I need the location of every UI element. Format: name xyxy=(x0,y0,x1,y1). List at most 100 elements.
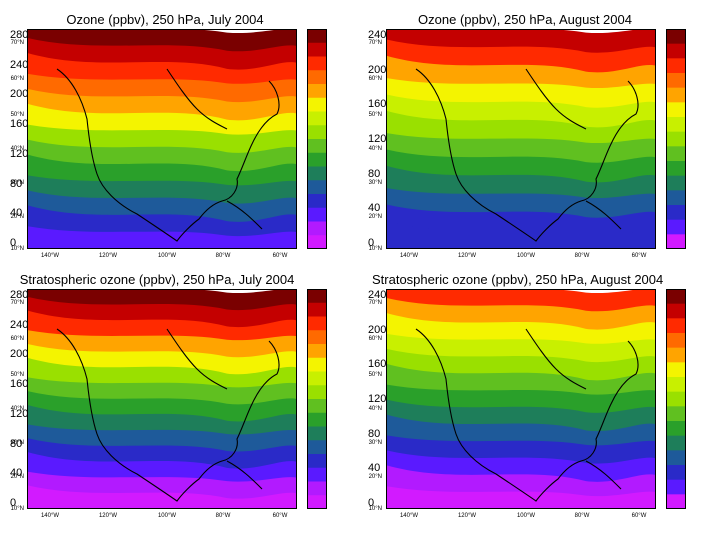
colorbar-swatch xyxy=(307,221,327,236)
lon-label: 100°W xyxy=(157,513,177,519)
map-frame xyxy=(386,289,656,509)
colorbar-tick-label: 160 xyxy=(10,378,29,391)
lon-label: 120°W xyxy=(457,513,477,519)
lat-label: 40°N xyxy=(368,406,382,412)
contour-band xyxy=(386,133,656,164)
contour-band xyxy=(27,330,297,358)
lat-label: 30°N xyxy=(368,440,382,446)
ozone-map xyxy=(386,29,656,249)
ozone-map xyxy=(27,29,297,249)
colorbar-swatch xyxy=(307,495,327,509)
lat-label: 70°N xyxy=(368,300,382,306)
colorbar-swatch xyxy=(666,318,686,334)
panel-strat-ozone-july: Stratospheric ozone (ppbv), 250 hPa, Jul… xyxy=(10,272,355,522)
lat-label: 70°N xyxy=(10,300,24,306)
panel-ozone-august: Ozone (ppbv), 250 hPa, August 2004 70°N … xyxy=(368,12,713,262)
colorbar-swatch xyxy=(307,29,327,44)
lat-label: 60°N xyxy=(10,76,24,82)
ozone-map xyxy=(27,289,297,509)
lat-label: 60°N xyxy=(368,336,382,342)
colorbar-swatch xyxy=(307,357,327,372)
panel-strat-ozone-august: Stratospheric ozone (ppbv), 250 hPa, Aug… xyxy=(368,272,713,522)
contour-band xyxy=(27,485,297,509)
contour-band xyxy=(386,94,656,129)
lat-label: 70°N xyxy=(10,40,24,46)
colorbar-swatch xyxy=(307,481,327,496)
lat-label: 20°N xyxy=(10,214,24,220)
colorbar-tick-label: 0 xyxy=(368,237,375,249)
contour-band xyxy=(386,333,656,363)
colorbar-tick-label: 160 xyxy=(10,118,29,131)
colorbar-swatch xyxy=(666,117,686,133)
coastline xyxy=(415,328,639,502)
contour-band xyxy=(386,149,656,184)
lon-label: 60°W xyxy=(272,253,288,259)
colorbar-swatch xyxy=(307,385,327,400)
colorbar-swatch xyxy=(307,235,327,249)
lon-label: 80°W xyxy=(215,253,231,259)
contour-band xyxy=(386,384,656,414)
contour-band xyxy=(27,226,297,249)
colorbar-swatch xyxy=(307,194,327,209)
colorbar-swatch xyxy=(666,205,686,221)
colorbar-swatch xyxy=(307,426,327,441)
colorbar-swatch xyxy=(307,412,327,427)
colorbar-tick-label: 0 xyxy=(10,497,17,509)
colorbar-swatch xyxy=(666,219,686,235)
lon-label: 120°W xyxy=(457,253,477,259)
colorbar-swatch xyxy=(666,131,686,147)
colorbar-tick-label: 40 xyxy=(368,202,381,215)
lon-label: 120°W xyxy=(98,253,118,259)
colorbar-tick-label: 80 xyxy=(10,437,23,450)
lat-label: 10°N xyxy=(368,246,382,252)
lat-label: 30°N xyxy=(368,180,382,186)
colorbar-tick-label: 200 xyxy=(10,348,29,361)
contour-band xyxy=(27,124,297,154)
lat-label: 30°N xyxy=(10,180,24,186)
colorbar-swatch xyxy=(666,333,686,349)
contour-band xyxy=(386,220,656,249)
lon-label: 60°W xyxy=(631,253,647,259)
colorbar-swatch xyxy=(666,391,686,407)
lon-label: 100°W xyxy=(516,253,536,259)
contour-band xyxy=(386,188,656,219)
lon-label: 140°W xyxy=(40,253,60,259)
colorbar-swatch xyxy=(307,56,327,71)
colorbar-swatch xyxy=(666,29,686,45)
colorbar-tick-label: 80 xyxy=(368,427,381,440)
panel-title: Stratospheric ozone (ppbv), 250 hPa, Jul… xyxy=(19,272,295,287)
colorbar-swatch xyxy=(666,146,686,162)
map-frame xyxy=(27,29,297,249)
colorbar-tick-label: 40 xyxy=(10,207,23,220)
contour-band xyxy=(386,204,656,239)
colorbar-tick-label: 80 xyxy=(10,177,23,190)
lon-label: 80°W xyxy=(574,513,590,519)
lat-label: 50°N xyxy=(10,372,24,378)
contour-band xyxy=(27,73,297,103)
colorbar-tick-label: 200 xyxy=(10,88,29,101)
contour-band xyxy=(27,175,297,205)
colorbar-swatch xyxy=(307,371,327,386)
contour-band xyxy=(27,471,297,500)
colorbar-swatch xyxy=(307,454,327,469)
colorbar-swatch xyxy=(666,347,686,363)
colorbar-swatch xyxy=(666,102,686,118)
lon-label: 140°W xyxy=(40,513,60,519)
map-frame xyxy=(386,29,656,249)
colorbar xyxy=(666,289,686,509)
lon-label: 80°W xyxy=(574,253,590,259)
coastline xyxy=(56,68,280,242)
colorbar-swatch xyxy=(666,377,686,393)
contour-band xyxy=(386,78,656,109)
lat-label: 40°N xyxy=(368,146,382,152)
colorbar-swatch xyxy=(307,166,327,181)
lat-label: 10°N xyxy=(368,506,382,512)
lat-label: 10°N xyxy=(10,246,24,252)
colorbar-swatch xyxy=(307,180,327,195)
colorbar-swatch xyxy=(307,97,327,112)
colorbar-swatch xyxy=(307,125,327,140)
lon-label: 140°W xyxy=(399,253,419,259)
colorbar-tick-label: 120 xyxy=(368,133,387,145)
colorbar-swatch xyxy=(307,467,327,482)
panel-ozone-july: Ozone (ppbv), 250 hPa, July 2004 70°N 60… xyxy=(10,12,355,262)
